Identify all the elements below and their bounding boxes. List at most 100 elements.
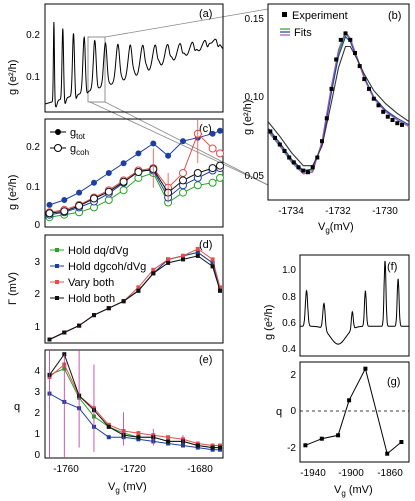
series-e-line-0 — [49, 368, 220, 449]
panel-b-experiment-point — [400, 122, 404, 127]
panel-b-experiment-point — [324, 116, 329, 121]
panel-b-experiment-point — [367, 86, 371, 91]
series-c-point — [216, 173, 224, 182]
series-c-point — [91, 179, 97, 186]
panel-c-ytick-0: 0 — [34, 220, 40, 231]
panel-c-label: (c) — [199, 123, 212, 135]
series-c-point — [193, 181, 202, 190]
panel-e-ytick-2: 2 — [34, 408, 40, 419]
series-e-point — [136, 435, 141, 440]
panel-g-xlabel: Vg (mV) — [334, 484, 373, 498]
series-c-point — [208, 178, 217, 187]
panel-f-label: (f) — [387, 261, 397, 273]
panel-c-ytick-1: 0.1 — [26, 182, 40, 193]
legend-gcoh: gcoh — [70, 143, 89, 157]
series-d-point — [77, 323, 82, 328]
panel-b-experiment-point — [301, 168, 306, 173]
series-d-point — [166, 260, 171, 265]
panel-e-ytick-3: 3 — [34, 387, 40, 398]
panel-b-experiment-point — [268, 129, 273, 134]
panel-b-experiment-point — [273, 135, 277, 140]
panel-f-ytick-3: 1.0 — [282, 265, 296, 276]
series-d-point — [62, 330, 67, 335]
panel-b-experiment-point — [315, 155, 320, 160]
panel-b-experiment-point — [282, 149, 287, 153]
panel-b-fit-0 — [267, 32, 410, 173]
panel-f: (f) 1.0 0.8 0.6 0.4 g (e²/h) — [263, 254, 410, 357]
series-c-point — [119, 186, 128, 195]
panel-a-label: (a) — [199, 8, 212, 20]
panel-b-xtick-2: -1730 — [372, 206, 398, 217]
panel-g-ytick-0: -2 — [287, 443, 296, 454]
series-e-point — [210, 447, 215, 452]
panel-g-xtick-0: -1940 — [300, 468, 326, 479]
panel-b-experiment-point — [306, 170, 310, 175]
series-e-point — [136, 437, 141, 442]
panel-g-xtick-1: -1900 — [338, 468, 364, 479]
series-d-point — [195, 246, 200, 251]
panel-e-xtick-1: -1720 — [120, 464, 146, 475]
zoom-connector-c — [89, 101, 269, 186]
panel-b-experiment-point — [296, 165, 301, 170]
panel-b-experiment-point — [371, 96, 376, 101]
series-e-point — [136, 431, 141, 436]
series-e-point — [195, 445, 200, 450]
panel-b-experiment-point — [329, 86, 334, 91]
panel-e-ytick-0: 0 — [34, 450, 40, 461]
panel-e-ytick-1: 1 — [34, 429, 40, 440]
series-e-point — [181, 443, 185, 448]
panel-d: (d) 1 2 3 Γ (mV) Hold dq/dVg Hold dgcoh/d… — [7, 234, 224, 344]
panel-b-xtick-1: -1732 — [325, 206, 351, 217]
series-d-point — [151, 271, 156, 276]
panel-b-experiment-point — [381, 109, 386, 114]
panel-e-xtick-2: -1680 — [187, 464, 213, 475]
panel-b-experiment-point — [348, 37, 353, 42]
series-d-point — [210, 257, 215, 262]
legend-gtot: gtot — [70, 127, 86, 141]
panel-g-point — [399, 440, 404, 444]
panel-e-ytick-4: 4 — [34, 366, 40, 377]
series-c-point — [179, 176, 187, 185]
panel-b-ytick-2: 0.15 — [245, 14, 265, 25]
panel-b-experiment-point — [362, 77, 367, 82]
legend-d-marker-3 — [55, 296, 59, 300]
series-e-line-1 — [49, 393, 220, 451]
panel-b-experiment-point — [357, 64, 362, 69]
legend-d-label-3: Hold both — [68, 293, 115, 305]
panel-b-experiment-point — [310, 165, 315, 170]
series-c-point — [193, 169, 202, 177]
legend-fits: Fits — [294, 27, 312, 39]
series-c-point — [104, 187, 113, 196]
panel-b-experiment-point — [385, 114, 390, 119]
panel-d-legend: Hold dq/dVg Hold dgcoh/dVg Vary both Hold b… — [50, 245, 146, 305]
panel-b-experiment-point — [353, 51, 357, 55]
series-e-point — [218, 447, 222, 452]
series-d-point — [92, 313, 96, 318]
series-c-point — [179, 169, 187, 177]
series-d-point — [121, 299, 126, 304]
series-c-point — [165, 152, 172, 159]
series-e-line-3 — [49, 353, 220, 449]
legend-d-label-2: Vary both — [68, 277, 114, 289]
series-d-point — [218, 285, 222, 290]
panel-e: (e) 0 1 2 3 4 q -1760 -1720 -1680 Vg (mV… — [14, 349, 224, 495]
series-c-point — [217, 127, 223, 134]
panel-f-ytick-2: 0.8 — [282, 292, 296, 303]
panel-f-ytick-1: 0.6 — [282, 318, 296, 329]
panel-g-point — [363, 366, 368, 371]
panel-b-ylabel: g (e²/h) — [242, 100, 254, 135]
legend-d-label-1: Hold dgcoh/dVg — [68, 261, 146, 273]
series-e-point — [210, 445, 215, 450]
panel-d-ytick-2: 3 — [34, 257, 40, 268]
panel-b-experiment-point — [395, 121, 400, 126]
panel-b-experiment-point — [334, 57, 339, 62]
legend-d-marker-0 — [55, 248, 59, 252]
panel-f-ylabel: g (e²/h) — [263, 305, 275, 340]
series-e-point — [218, 445, 222, 450]
series-c-point — [208, 164, 217, 173]
zoom-connector-top — [104, 8, 269, 38]
series-d-point — [106, 306, 111, 311]
panel-b-xlabel: Vg(mV) — [318, 221, 354, 235]
series-c-point — [119, 177, 128, 186]
